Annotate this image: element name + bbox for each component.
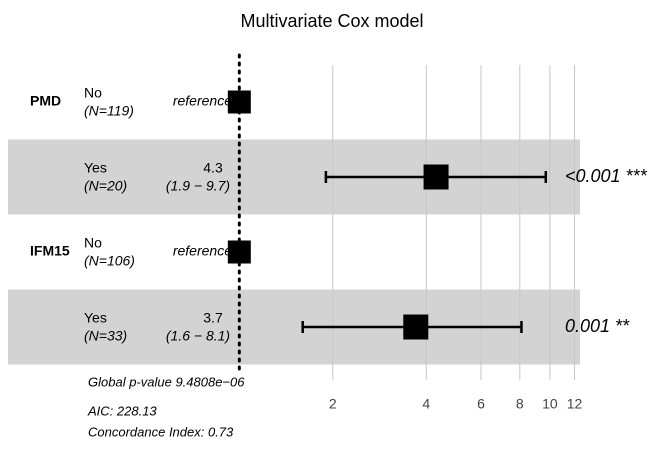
ci-label: (1.9 − 9.7) xyxy=(166,178,230,194)
level-label: Yes xyxy=(84,310,107,326)
group-label: PMD xyxy=(30,93,61,109)
estimate-label: reference xyxy=(173,243,232,259)
hr-marker xyxy=(423,164,449,190)
p-value-label: 0.001 ** xyxy=(565,316,630,336)
p-value-label: <0.001 *** xyxy=(565,166,648,186)
x-tick-label: 10 xyxy=(542,396,558,412)
footer-note: Global p-value 9.4808e−06 xyxy=(88,374,245,389)
footer-note: AIC: 228.13 xyxy=(87,403,157,418)
estimate-label: 3.7 xyxy=(203,310,223,326)
hr-marker xyxy=(227,240,251,264)
footer-note: Concordance Index: 0.73 xyxy=(88,424,234,439)
n-label: (N=119) xyxy=(84,103,134,119)
chart-title: Multivariate Cox model xyxy=(240,11,423,31)
level-label: No xyxy=(84,85,102,101)
x-tick-label: 6 xyxy=(477,396,485,412)
estimate-label: reference xyxy=(173,93,232,109)
x-tick-label: 2 xyxy=(329,396,337,412)
hr-marker xyxy=(227,90,251,114)
n-label: (N=106) xyxy=(84,253,135,269)
ci-label: (1.6 − 8.1) xyxy=(166,328,230,344)
n-label: (N=20) xyxy=(84,178,127,194)
estimate-label: 4.3 xyxy=(203,160,223,176)
x-tick-label: 12 xyxy=(567,396,583,412)
n-label: (N=33) xyxy=(84,328,127,344)
group-label: IFM15 xyxy=(30,243,70,259)
x-tick-label: 8 xyxy=(516,396,524,412)
x-tick-label: 4 xyxy=(422,396,430,412)
hr-marker xyxy=(403,314,429,340)
level-label: Yes xyxy=(84,160,107,176)
level-label: No xyxy=(84,235,102,251)
